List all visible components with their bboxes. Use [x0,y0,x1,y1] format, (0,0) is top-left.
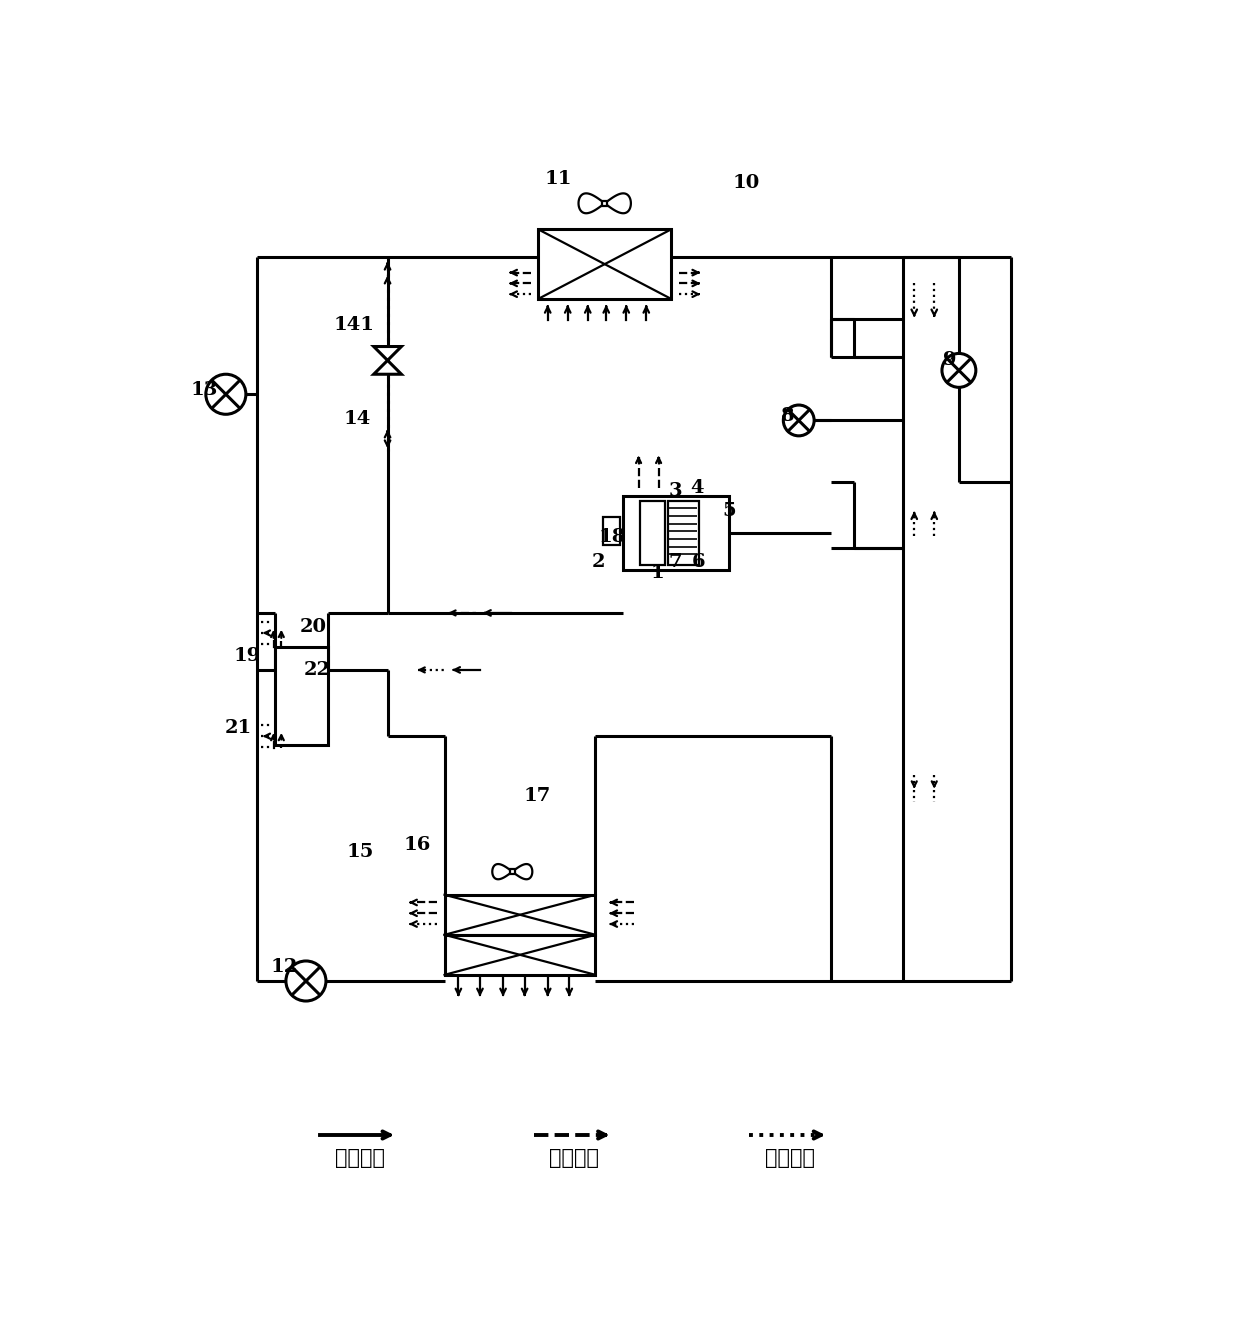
Text: 5: 5 [723,502,737,521]
Bar [624,496,729,570]
Bar [275,646,327,746]
Text: 10: 10 [733,175,760,192]
Text: 20: 20 [300,617,327,636]
Text: 19: 19 [234,646,262,665]
Text: 13: 13 [191,381,218,399]
Text: 21: 21 [224,719,252,738]
Circle shape [784,405,815,436]
Circle shape [942,353,976,387]
Circle shape [286,961,326,1001]
Bar [601,201,608,206]
Text: 3: 3 [668,483,682,500]
Bar [444,935,595,974]
Text: 7: 7 [668,553,682,571]
Text: 17: 17 [523,787,551,805]
Text: 2: 2 [591,553,605,571]
Text: 6: 6 [692,553,706,571]
Text: 制热模式: 制热模式 [549,1147,599,1169]
Polygon shape [373,361,402,374]
Text: 除霜模式: 除霜模式 [765,1147,815,1169]
Text: 制冷模式: 制冷模式 [335,1147,384,1169]
Bar [538,230,671,299]
Text: 15: 15 [346,842,373,861]
Circle shape [206,374,246,414]
Text: 18: 18 [599,529,626,546]
Text: 16: 16 [403,837,430,854]
Text: 1: 1 [650,564,663,582]
Text: 141: 141 [334,316,374,334]
Bar [640,501,665,566]
Text: 12: 12 [270,958,298,976]
Text: 22: 22 [304,661,330,680]
Text: 11: 11 [544,169,572,188]
Text: 9: 9 [942,352,956,369]
Bar [668,501,698,566]
Text: 4: 4 [691,479,704,497]
Bar [603,517,620,545]
Text: 8: 8 [781,407,795,424]
Polygon shape [373,346,402,361]
Bar [444,895,595,935]
Bar [510,869,515,874]
Text: 14: 14 [343,410,371,428]
